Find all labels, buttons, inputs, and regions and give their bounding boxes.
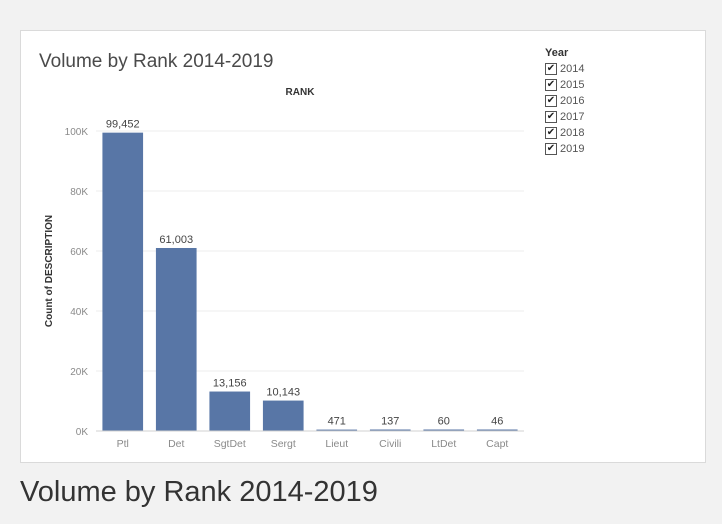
- bar-ptl: [102, 132, 144, 432]
- legend-item-2015[interactable]: ✔ 2015: [545, 77, 584, 93]
- legend-item-2018[interactable]: ✔ 2018: [545, 125, 584, 141]
- checkbox-icon[interactable]: ✔: [545, 143, 557, 155]
- x-tick-label: Capt: [486, 438, 508, 450]
- viz-card: Volume by Rank 2014-2019 RANK 0K 20K 40K 60K…: [20, 30, 706, 463]
- y-tick-label: 100K: [65, 127, 89, 138]
- x-tick-label: Lieut: [325, 438, 348, 450]
- data-label: 61,003: [159, 234, 193, 246]
- x-tick-label: SgtDet: [214, 438, 246, 450]
- bar-ltdet: [423, 429, 465, 431]
- bar-det: [155, 247, 197, 431]
- x-tick-label: Det: [168, 438, 184, 450]
- legend-item-2016[interactable]: ✔ 2016: [545, 93, 584, 109]
- y-tick-label: 60K: [70, 247, 88, 258]
- legend-item-label: 2014: [560, 63, 585, 75]
- checkbox-icon[interactable]: ✔: [545, 127, 557, 139]
- bar-chart: RANK 0K 20K 40K 60K 80K 100K Count of DESCRIPTI…: [44, 87, 524, 450]
- page-caption: Volume by Rank 2014-2019: [20, 476, 378, 508]
- y-tick-label: 0K: [76, 427, 89, 438]
- column-header-rank: RANK: [286, 87, 316, 98]
- legend-item-label: 2016: [560, 95, 585, 107]
- x-tick-label: Civili: [379, 438, 401, 450]
- data-label: 137: [381, 416, 399, 428]
- legend-item-2014[interactable]: ✔ 2014: [545, 61, 584, 77]
- legend-items: ✔ 2014 ✔ 2015 ✔ 2016 ✔ 2017 ✔ 2018: [545, 61, 584, 157]
- checkbox-icon[interactable]: ✔: [545, 95, 557, 107]
- legend-item-label: 2018: [560, 127, 585, 139]
- x-tick-label: LtDet: [431, 438, 456, 450]
- data-label: 46: [491, 416, 503, 428]
- data-label: 471: [328, 416, 346, 428]
- bar-sergt: [262, 400, 304, 431]
- chart-title: Volume by Rank 2014-2019: [39, 51, 274, 72]
- legend-item-label: 2019: [560, 143, 585, 155]
- y-tick-label: 20K: [70, 367, 88, 378]
- data-label: 13,156: [213, 378, 247, 390]
- bar-capt: [476, 429, 518, 431]
- bar-sgtdet: [209, 391, 251, 431]
- checkbox-icon[interactable]: ✔: [545, 63, 557, 75]
- x-tick-label: Sergt: [271, 438, 296, 450]
- checkbox-icon[interactable]: ✔: [545, 79, 557, 91]
- bar-lieut: [316, 429, 358, 431]
- y-axis-title: Count of DESCRIPTION: [44, 215, 55, 327]
- data-label: 60: [438, 416, 450, 428]
- legend-title: Year: [545, 47, 569, 59]
- legend-item-2017[interactable]: ✔ 2017: [545, 109, 584, 125]
- x-tick-label: Ptl: [117, 438, 129, 450]
- data-label: 10,143: [266, 387, 300, 399]
- y-tick-label: 80K: [70, 187, 88, 198]
- bar-civili: [369, 429, 411, 431]
- checkbox-icon[interactable]: ✔: [545, 111, 557, 123]
- y-tick-label: 40K: [70, 307, 88, 318]
- legend-item-label: 2015: [560, 79, 585, 91]
- legend-item-label: 2017: [560, 111, 585, 123]
- data-label: 99,452: [106, 119, 140, 131]
- year-filter-legend: Year ✔ 2014 ✔ 2015 ✔ 2016 ✔ 2017: [545, 47, 584, 157]
- legend-item-2019[interactable]: ✔ 2019: [545, 141, 584, 157]
